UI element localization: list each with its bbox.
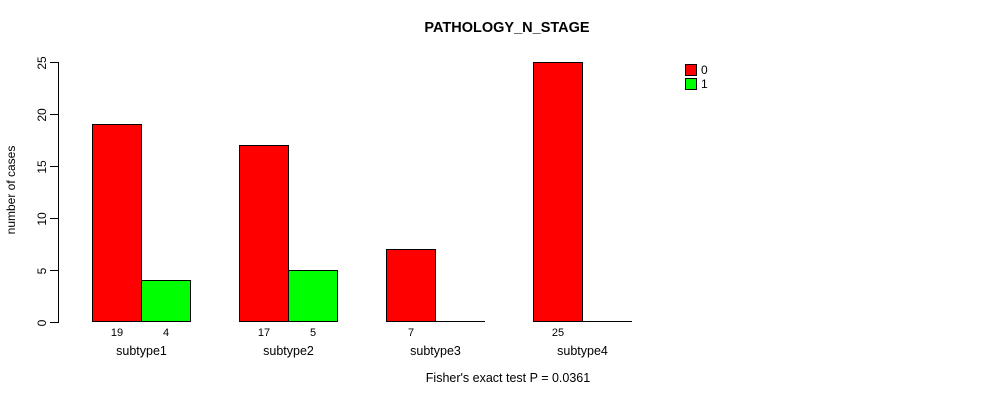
bar-1 [288, 270, 338, 322]
y-tick-mark [50, 270, 58, 271]
y-tick-label: 0 [35, 319, 49, 326]
legend-swatch-0 [685, 64, 697, 76]
y-axis [58, 62, 59, 323]
category-label: subtype1 [116, 344, 167, 358]
y-tick-mark [50, 322, 58, 323]
legend-label-0: 0 [701, 63, 708, 77]
bar-value-label: 4 [162, 327, 170, 339]
category-label: subtype4 [557, 344, 608, 358]
bar-value-label: 5 [309, 327, 317, 339]
y-tick-label: 10 [35, 211, 49, 226]
bar-1-zero [582, 321, 632, 322]
bar-0 [239, 145, 289, 322]
legend-label-1: 1 [701, 77, 708, 91]
stat-annotation: Fisher's exact test P = 0.0361 [425, 371, 591, 385]
bar-1 [141, 280, 191, 322]
legend-swatch-1 [685, 78, 697, 90]
bar-value-label: 19 [110, 327, 124, 339]
bar-0 [386, 249, 436, 322]
bar-0 [533, 62, 583, 322]
bar-0 [92, 124, 142, 322]
y-tick-mark [50, 62, 58, 63]
y-tick-mark [50, 166, 58, 167]
category-label: subtype3 [410, 344, 461, 358]
y-tick-label: 15 [35, 159, 49, 174]
y-tick-label: 5 [35, 267, 49, 274]
bar-1-zero [435, 321, 485, 322]
y-tick-label: 20 [35, 107, 49, 122]
y-tick-mark [50, 114, 58, 115]
y-tick-mark [50, 218, 58, 219]
y-axis-label: number of cases [4, 145, 18, 235]
bar-value-label: 25 [551, 327, 565, 339]
category-label: subtype2 [263, 344, 314, 358]
bar-value-label: 17 [257, 327, 271, 339]
chart-title: PATHOLOGY_N_STAGE [424, 20, 590, 36]
y-tick-label: 25 [35, 55, 49, 70]
bar-value-label: 7 [407, 327, 415, 339]
